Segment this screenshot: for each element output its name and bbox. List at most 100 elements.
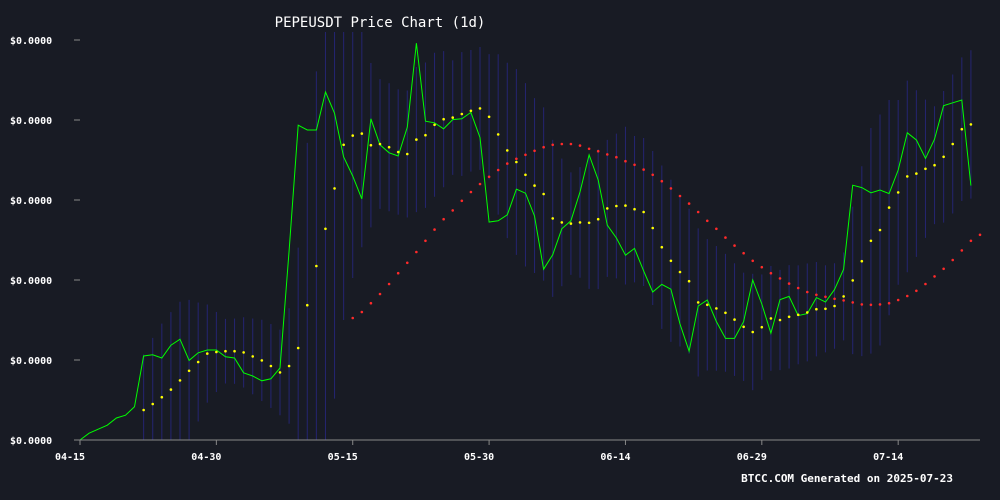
ma-short-point <box>815 307 818 311</box>
ma-long-point <box>487 175 491 179</box>
ma-long-point <box>660 179 664 183</box>
ma-short-point <box>624 204 627 207</box>
ma-short-point <box>451 116 455 119</box>
ma-long-point <box>624 159 627 163</box>
ma-short-point <box>642 210 645 214</box>
ma-long-point <box>560 142 564 146</box>
ma-long-point <box>942 267 945 271</box>
y-tick-label: $0.0000 <box>10 276 52 287</box>
ma-short-point <box>605 207 609 210</box>
ma-long-point <box>633 163 636 167</box>
ma-long-point <box>424 239 427 243</box>
ma-short-point <box>387 145 391 149</box>
ma-short-point <box>405 152 409 156</box>
ma-long-point <box>905 294 909 298</box>
ma-short-point <box>778 318 782 322</box>
ma-short-point <box>496 133 500 136</box>
ma-short-point <box>424 133 427 137</box>
chart-title: PEPEUSDT Price Chart (1d) <box>275 15 486 31</box>
ma-long-point <box>915 289 918 293</box>
ma-long-point <box>705 219 709 223</box>
ma-short-point <box>851 279 855 282</box>
ma-long-point <box>778 277 782 280</box>
ma-short-point <box>842 295 845 298</box>
ma-long-point <box>805 290 809 294</box>
ma-long-point <box>378 292 382 296</box>
ma-short-point <box>269 364 273 368</box>
ma-long-point <box>596 149 600 153</box>
ma-short-point <box>305 303 309 307</box>
ma-short-point <box>915 172 918 175</box>
ma-short-point <box>960 127 964 131</box>
ma-short-point <box>733 318 736 321</box>
ma-short-point <box>324 227 327 231</box>
ma-long-point <box>496 168 500 172</box>
ma-long-point <box>860 303 864 306</box>
ma-long-point <box>351 316 355 320</box>
y-tick-label: $0.0000 <box>10 196 52 207</box>
ma-long-point <box>760 265 764 269</box>
ma-long-point <box>387 282 391 286</box>
ma-short-point <box>687 279 691 283</box>
ma-long-point <box>478 182 482 186</box>
ma-long-point <box>924 282 927 286</box>
ma-short-point <box>587 221 591 225</box>
ma-long-point <box>978 233 982 237</box>
ma-long-point <box>442 217 445 221</box>
x-tick-label: 05-30 <box>464 452 494 463</box>
ma-long-point <box>405 261 409 265</box>
ma-long-point <box>796 286 800 290</box>
x-tick-label: 06-14 <box>600 452 630 463</box>
moving-average-layer <box>142 107 982 412</box>
ma-short-point <box>724 311 727 315</box>
y-tick-label: $0.0000 <box>10 36 52 47</box>
ma-short-point <box>360 132 364 135</box>
ma-short-point <box>533 184 536 187</box>
ma-long-point <box>851 301 855 304</box>
ma-short-point <box>215 350 218 354</box>
ma-short-point <box>378 142 382 146</box>
ma-short-point <box>205 352 209 355</box>
ma-short-point <box>351 134 355 137</box>
ma-long-point <box>769 271 773 275</box>
ma-short-point <box>896 191 900 194</box>
ma-short-point <box>142 408 145 412</box>
ma-long-point <box>951 258 955 262</box>
ma-short-point <box>933 163 936 167</box>
ma-long-point <box>751 259 755 263</box>
ma-short-point <box>742 325 745 329</box>
ma-short-point <box>287 364 291 368</box>
ma-long-point <box>787 282 791 285</box>
ma-short-point <box>178 379 182 382</box>
ma-long-point <box>651 173 655 177</box>
x-tick-label: 04-15 <box>55 452 85 463</box>
ma-long-point <box>724 236 727 239</box>
ma-short-point <box>515 160 518 164</box>
ma-short-point <box>878 228 882 232</box>
ma-short-point <box>678 270 682 274</box>
ma-long-point <box>533 149 536 153</box>
ma-long-point <box>469 190 473 194</box>
ma-long-point <box>524 153 527 157</box>
ma-short-point <box>560 221 564 224</box>
ma-short-point <box>796 313 800 317</box>
ma-short-point <box>596 217 600 221</box>
ma-short-point <box>751 330 755 334</box>
ma-short-point <box>251 355 255 358</box>
ma-long-point <box>878 303 882 306</box>
ma-short-point <box>887 206 891 209</box>
ma-long-point <box>369 301 373 305</box>
ma-long-point <box>542 145 545 149</box>
y-tick-label: $0.0000 <box>10 356 52 367</box>
ma-short-point <box>860 259 864 263</box>
ma-long-point <box>515 157 518 161</box>
ma-short-point <box>660 245 664 249</box>
ma-short-point <box>296 346 300 350</box>
x-tick-label: 04-30 <box>191 452 221 463</box>
ma-short-point <box>369 143 373 147</box>
ma-short-point <box>224 349 227 353</box>
ma-long-point <box>896 298 900 302</box>
ma-short-point <box>415 138 418 141</box>
ma-long-point <box>605 153 609 156</box>
ma-long-point <box>642 168 645 171</box>
